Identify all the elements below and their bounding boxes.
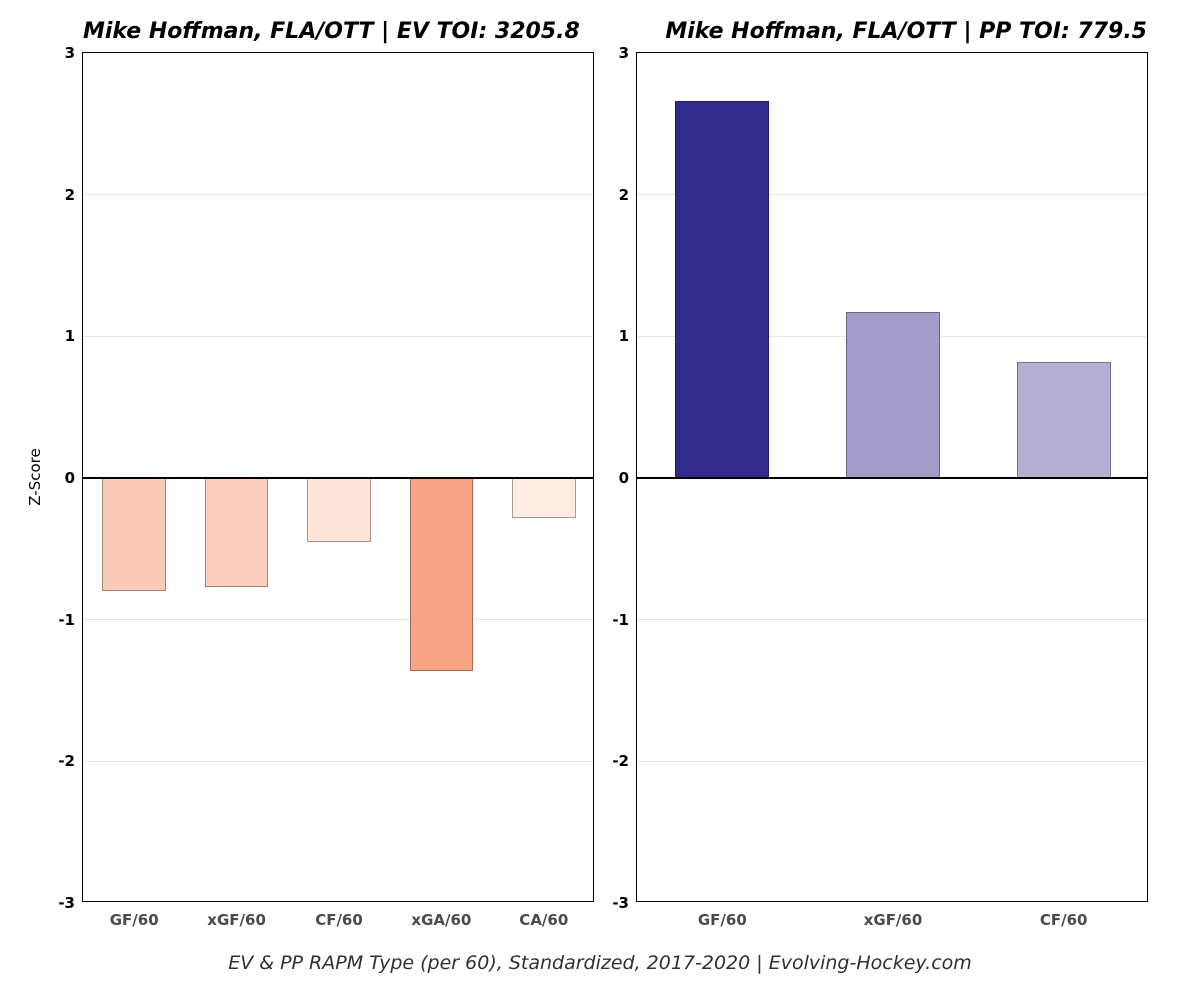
pp-panel-title: Mike Hoffman, FLA/OTT | PP TOI: 779.5 <box>665 19 1147 44</box>
xtick-label: xGF/60 <box>864 901 923 929</box>
xtick-label: CF/60 <box>1040 901 1088 929</box>
ytick-label: -2 <box>612 752 637 770</box>
xtick-label: CF/60 <box>315 901 363 929</box>
ytick-label: -1 <box>612 611 637 629</box>
bar-ev-xGA-60 <box>410 478 473 671</box>
figure: Mike Hoffman, FLA/OTT | EV TOI: 3205.8 Z… <box>0 0 1200 988</box>
ytick-label: 0 <box>619 469 637 487</box>
gridline <box>83 194 593 195</box>
bar-ev-CA-60 <box>512 478 575 518</box>
ytick-label: 2 <box>619 186 637 204</box>
bar-ev-GF-60 <box>102 478 165 591</box>
bar-pp-CF-60 <box>1017 362 1111 478</box>
figure-caption: EV & PP RAPM Type (per 60), Standardized… <box>0 952 1200 974</box>
ytick-label: 2 <box>65 186 83 204</box>
ytick-label: 0 <box>65 469 83 487</box>
gridline <box>83 761 593 762</box>
ytick-label: 3 <box>619 44 637 62</box>
gridline <box>83 619 593 620</box>
zero-line <box>83 477 593 479</box>
ytick-label: -3 <box>612 894 637 912</box>
bar-pp-GF-60 <box>675 101 769 478</box>
bar-ev-CF-60 <box>307 478 370 542</box>
ytick-label: 1 <box>65 327 83 345</box>
xtick-label: GF/60 <box>698 901 747 929</box>
y-axis-label: Z-Score <box>26 448 44 505</box>
xtick-label: xGA/60 <box>411 901 471 929</box>
ytick-label: 3 <box>65 44 83 62</box>
gridline <box>637 619 1147 620</box>
xtick-label: CA/60 <box>519 901 568 929</box>
bar-ev-xGF-60 <box>205 478 268 587</box>
xtick-label: xGF/60 <box>207 901 266 929</box>
ev-panel-title: Mike Hoffman, FLA/OTT | EV TOI: 3205.8 <box>83 19 580 44</box>
xtick-label: GF/60 <box>110 901 159 929</box>
ytick-label: -2 <box>58 752 83 770</box>
bar-pp-xGF-60 <box>846 312 940 478</box>
pp-panel: Mike Hoffman, FLA/OTT | PP TOI: 779.5 -3… <box>636 52 1148 902</box>
ytick-label: -1 <box>58 611 83 629</box>
ytick-label: 1 <box>619 327 637 345</box>
zero-line <box>637 477 1147 479</box>
gridline <box>83 336 593 337</box>
ev-panel: Mike Hoffman, FLA/OTT | EV TOI: 3205.8 Z… <box>82 52 594 902</box>
gridline <box>637 761 1147 762</box>
ytick-label: -3 <box>58 894 83 912</box>
